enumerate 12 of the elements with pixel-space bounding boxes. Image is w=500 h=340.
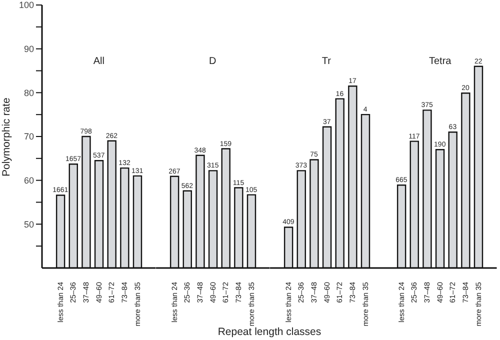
text: D [208, 56, 218, 67]
text: Tr [320, 56, 332, 67]
y-tick-label: 80 [24, 88, 34, 98]
x-axis-title: Repeat length classes [216, 326, 322, 339]
text: All [92, 56, 106, 67]
y-tick-label: 70 [24, 132, 34, 142]
y-axis-title: Polymorphic rate [0, 98, 13, 176]
y-tick-label: 100 [18, 0, 34, 10]
y-tick-label: 50 [24, 219, 34, 230]
y-tick-label: 90 [24, 44, 34, 54]
text: Tetra [429, 56, 452, 67]
y-tick-label: 60 [24, 176, 34, 186]
